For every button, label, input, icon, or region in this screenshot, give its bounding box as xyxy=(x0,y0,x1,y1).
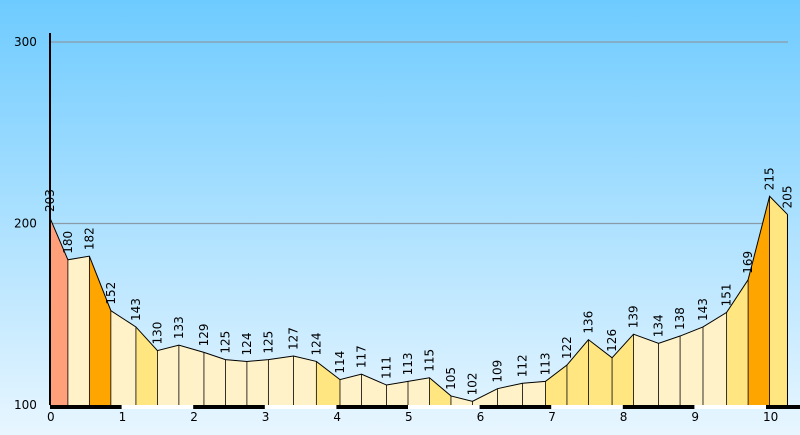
km-band xyxy=(479,405,552,409)
elevation-data-label: 124 xyxy=(309,333,323,356)
elevation-segment xyxy=(361,374,387,405)
x-axis-bar xyxy=(50,405,800,409)
elevation-segment xyxy=(178,345,204,405)
x-tick-label: 8 xyxy=(620,410,628,424)
elevation-data-label: 130 xyxy=(150,322,164,345)
elevation-data-label: 133 xyxy=(172,316,186,339)
x-tick-label: 3 xyxy=(262,410,270,424)
elevation-data-label: 138 xyxy=(673,307,687,330)
x-tick-label: 5 xyxy=(405,410,413,424)
km-band xyxy=(766,405,800,409)
elevation-data-label: 143 xyxy=(696,298,710,321)
elevation-data-label: 113 xyxy=(538,352,552,375)
elevation-data-label: 129 xyxy=(197,323,211,346)
elevation-data-label: 152 xyxy=(104,282,118,305)
km-band xyxy=(193,405,265,409)
x-tick-label: 9 xyxy=(691,410,699,424)
elevation-segment xyxy=(588,339,613,405)
elevation-segment xyxy=(633,334,659,405)
elevation-data-label: 215 xyxy=(763,167,777,190)
elevation-data-label: 169 xyxy=(741,251,755,274)
elevation-segment xyxy=(545,365,567,405)
elevation-data-label: 134 xyxy=(652,314,666,337)
elevation-segment xyxy=(386,381,408,405)
y-tick-label: 200 xyxy=(14,217,37,231)
elevation-segment xyxy=(680,326,703,405)
elevation-line xyxy=(49,195,788,402)
elevation-data-label: 111 xyxy=(380,356,394,379)
elevation-area xyxy=(49,195,788,405)
elevation-segment xyxy=(225,359,247,405)
elevation-data-label: 113 xyxy=(401,352,415,375)
elevation-data-label: 203 xyxy=(43,189,57,212)
elevation-segment xyxy=(50,218,68,405)
x-tick-label: 1 xyxy=(119,410,127,424)
km-band xyxy=(622,405,695,409)
elevation-data-label: 151 xyxy=(720,284,734,307)
elevation-segment xyxy=(472,388,498,405)
y-tick-label: 300 xyxy=(14,35,37,49)
elevation-segment xyxy=(497,383,523,405)
x-tick-label: 0 xyxy=(47,410,55,424)
elevation-segment xyxy=(429,377,451,405)
x-tick-label: 6 xyxy=(477,410,485,424)
elevation-data-label: 182 xyxy=(82,227,96,250)
elevation-data-label: 180 xyxy=(61,231,75,254)
km-band xyxy=(336,405,408,409)
elevation-data-label: 112 xyxy=(516,354,530,377)
x-tick-label: 2 xyxy=(190,410,198,424)
elevation-segment xyxy=(246,359,269,405)
km-band xyxy=(50,405,122,409)
elevation-data-label: 205 xyxy=(780,186,794,209)
elevation-data-label: 117 xyxy=(354,345,368,368)
elevation-data-label: 126 xyxy=(605,329,619,352)
elevation-data-label: 136 xyxy=(581,311,595,334)
elevation-segment xyxy=(450,395,473,405)
elevation-data-label: 115 xyxy=(422,349,436,372)
elevation-segment xyxy=(89,256,111,405)
elevation-data-label: 105 xyxy=(444,367,458,390)
elevation-data-label: 139 xyxy=(627,305,641,328)
elevation-segment xyxy=(339,374,362,405)
elevation-data-label: 114 xyxy=(333,351,347,374)
elevation-data-label: 127 xyxy=(286,327,300,350)
y-tick-label: 100 xyxy=(14,398,37,412)
x-tick-label: 7 xyxy=(548,410,556,424)
elevation-data-label: 125 xyxy=(218,331,232,354)
elevation-data-label: 102 xyxy=(465,372,479,395)
axes: 100 200 300 0 1 2 3 4 5 6 7 8 9 10 xyxy=(14,33,800,424)
elevation-segment xyxy=(566,339,589,405)
elevation-segment xyxy=(726,279,749,405)
elevation-segment xyxy=(522,381,546,405)
elevation-segment xyxy=(293,355,317,405)
x-tick-label: 10 xyxy=(763,410,778,424)
data-labels: 203 180 182 152 143 130 133 129 125 124 125 127 124 1… xyxy=(43,167,794,395)
elevation-segment xyxy=(408,377,430,405)
x-tick-label: 4 xyxy=(333,410,341,424)
elevation-data-label: 124 xyxy=(240,333,254,356)
elevation-segment xyxy=(135,326,158,405)
elevation-data-label: 122 xyxy=(560,336,574,359)
elevation-segment xyxy=(67,256,90,405)
elevation-segment xyxy=(748,196,770,405)
elevation-segment xyxy=(316,361,340,405)
elevation-segment xyxy=(110,310,136,405)
elevation-segment xyxy=(268,355,294,405)
elevation-segment xyxy=(203,352,226,405)
elevation-segment xyxy=(157,345,179,405)
elevation-segment xyxy=(658,336,681,405)
elevation-data-label: 125 xyxy=(261,331,275,354)
elevation-segment xyxy=(702,312,727,405)
elevation-segment xyxy=(769,196,788,405)
elevation-data-label: 143 xyxy=(129,298,143,321)
grid-lines xyxy=(50,41,788,225)
elevation-data-label: 109 xyxy=(491,360,505,383)
